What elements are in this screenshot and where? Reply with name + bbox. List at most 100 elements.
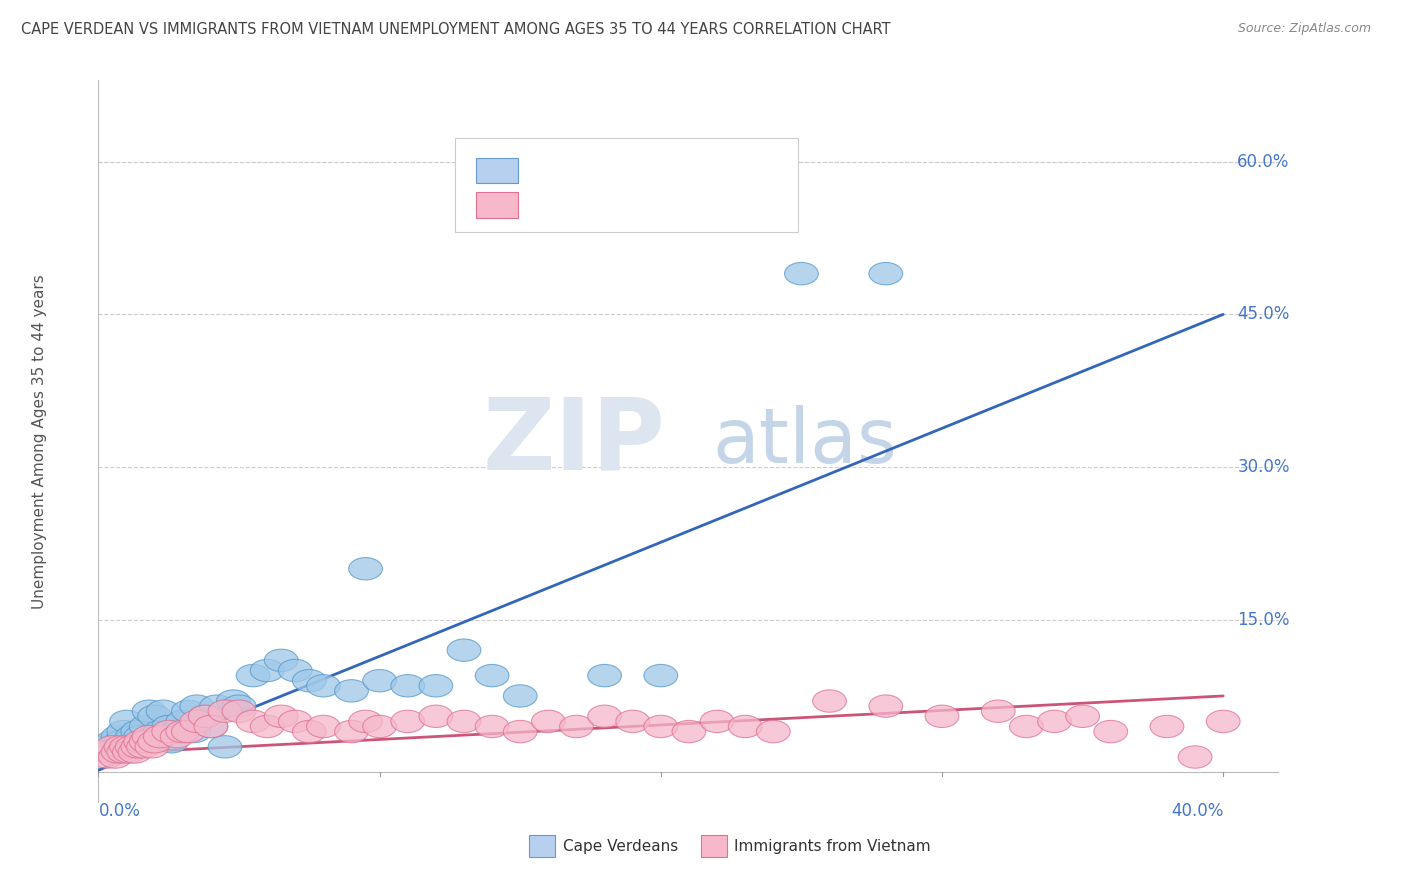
Ellipse shape <box>107 721 141 743</box>
Ellipse shape <box>172 721 205 743</box>
Ellipse shape <box>110 736 143 758</box>
Ellipse shape <box>104 736 138 758</box>
Ellipse shape <box>110 710 143 732</box>
Ellipse shape <box>138 731 172 753</box>
Ellipse shape <box>447 710 481 732</box>
Ellipse shape <box>869 695 903 717</box>
Ellipse shape <box>222 700 256 723</box>
Ellipse shape <box>138 705 172 728</box>
Ellipse shape <box>121 736 155 758</box>
Ellipse shape <box>447 639 481 661</box>
Ellipse shape <box>194 715 228 738</box>
Ellipse shape <box>391 674 425 697</box>
Bar <box>477 158 517 183</box>
Ellipse shape <box>124 731 157 753</box>
Ellipse shape <box>236 710 270 732</box>
Ellipse shape <box>250 659 284 681</box>
Text: 60.0%: 60.0% <box>1237 153 1289 170</box>
Ellipse shape <box>672 721 706 743</box>
Text: R = 0.679   N = 51: R = 0.679 N = 51 <box>530 161 686 179</box>
Ellipse shape <box>180 710 214 732</box>
Ellipse shape <box>644 715 678 738</box>
Text: CAPE VERDEAN VS IMMIGRANTS FROM VIETNAM UNEMPLOYMENT AMONG AGES 35 TO 44 YEARS C: CAPE VERDEAN VS IMMIGRANTS FROM VIETNAM … <box>21 22 891 37</box>
Ellipse shape <box>138 725 172 747</box>
Ellipse shape <box>127 736 160 758</box>
Text: Cape Verdeans: Cape Verdeans <box>562 838 678 854</box>
Ellipse shape <box>104 731 138 753</box>
Ellipse shape <box>160 721 194 743</box>
Ellipse shape <box>98 740 132 764</box>
Ellipse shape <box>1094 721 1128 743</box>
Ellipse shape <box>143 725 177 747</box>
Ellipse shape <box>115 736 149 758</box>
Ellipse shape <box>363 670 396 692</box>
Ellipse shape <box>121 721 155 743</box>
Text: Immigrants from Vietnam: Immigrants from Vietnam <box>734 838 931 854</box>
Text: ZIP: ZIP <box>482 393 665 490</box>
Ellipse shape <box>112 740 146 764</box>
Ellipse shape <box>101 725 135 747</box>
Ellipse shape <box>208 700 242 723</box>
Ellipse shape <box>146 700 180 723</box>
Ellipse shape <box>307 715 340 738</box>
Ellipse shape <box>177 721 211 743</box>
Ellipse shape <box>1206 710 1240 732</box>
Text: 45.0%: 45.0% <box>1237 305 1289 323</box>
Ellipse shape <box>152 715 186 738</box>
Ellipse shape <box>292 670 326 692</box>
Ellipse shape <box>503 721 537 743</box>
Ellipse shape <box>96 736 129 758</box>
Ellipse shape <box>93 740 127 764</box>
Ellipse shape <box>264 649 298 672</box>
Ellipse shape <box>180 695 214 717</box>
Ellipse shape <box>616 710 650 732</box>
Ellipse shape <box>335 721 368 743</box>
Ellipse shape <box>1038 710 1071 732</box>
Ellipse shape <box>188 705 222 728</box>
Ellipse shape <box>292 721 326 743</box>
Ellipse shape <box>118 740 152 764</box>
Ellipse shape <box>222 695 256 717</box>
Ellipse shape <box>1010 715 1043 738</box>
Ellipse shape <box>588 665 621 687</box>
Ellipse shape <box>307 674 340 697</box>
Ellipse shape <box>132 700 166 723</box>
Ellipse shape <box>728 715 762 738</box>
Ellipse shape <box>588 705 621 728</box>
Ellipse shape <box>124 725 157 747</box>
Ellipse shape <box>419 705 453 728</box>
Ellipse shape <box>531 710 565 732</box>
Ellipse shape <box>166 710 200 732</box>
Ellipse shape <box>349 558 382 580</box>
Text: 15.0%: 15.0% <box>1237 611 1289 629</box>
Ellipse shape <box>475 715 509 738</box>
Text: Unemployment Among Ages 35 to 44 years: Unemployment Among Ages 35 to 44 years <box>32 274 46 609</box>
Bar <box>530 835 555 857</box>
Ellipse shape <box>172 700 205 723</box>
Ellipse shape <box>700 710 734 732</box>
Ellipse shape <box>98 746 132 768</box>
Text: Source: ZipAtlas.com: Source: ZipAtlas.com <box>1237 22 1371 36</box>
Ellipse shape <box>560 715 593 738</box>
Ellipse shape <box>644 665 678 687</box>
Ellipse shape <box>503 685 537 707</box>
Ellipse shape <box>129 731 163 753</box>
Ellipse shape <box>166 721 200 743</box>
Ellipse shape <box>756 721 790 743</box>
Ellipse shape <box>160 725 194 747</box>
Text: atlas: atlas <box>713 405 897 478</box>
Ellipse shape <box>264 705 298 728</box>
Ellipse shape <box>925 705 959 728</box>
Ellipse shape <box>1150 715 1184 738</box>
Ellipse shape <box>363 715 396 738</box>
Ellipse shape <box>813 690 846 712</box>
Ellipse shape <box>110 736 143 758</box>
Ellipse shape <box>335 680 368 702</box>
Ellipse shape <box>152 721 186 743</box>
Text: 0.0%: 0.0% <box>98 802 141 820</box>
Ellipse shape <box>194 715 228 738</box>
Ellipse shape <box>115 725 149 747</box>
Ellipse shape <box>107 740 141 764</box>
Ellipse shape <box>143 721 177 743</box>
Ellipse shape <box>135 736 169 758</box>
